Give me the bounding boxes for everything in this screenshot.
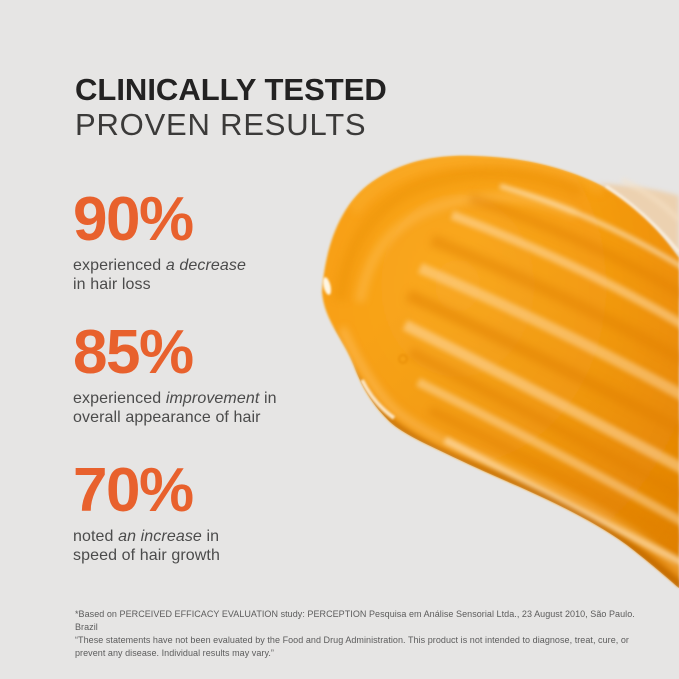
stat-caption-text: in: [259, 390, 277, 407]
heading: CLINICALLY TESTED PROVEN RESULTS: [75, 72, 387, 142]
stat-caption-text: in: [201, 528, 220, 545]
stat-block-85: 85% experienced improvement in overall ap…: [73, 318, 277, 427]
stat-caption-line2: in hair loss: [73, 276, 151, 293]
page-title: CLINICALLY TESTED: [75, 72, 387, 107]
stat-caption-emphasis: improvement: [165, 390, 260, 407]
stat-value: 90%: [73, 185, 194, 254]
stat-caption-emphasis: a decrease: [165, 257, 246, 274]
disclaimer-line: prevent any disease. Individual results …: [75, 648, 274, 658]
stat-caption-text: noted: [73, 528, 119, 545]
disclaimer-line: *Based on PERCEIVED EFFICACY EVALUATION …: [75, 609, 635, 632]
stat-caption: experienced a decrease in hair loss: [73, 256, 246, 294]
disclaimer-line: “These statements have not been evaluate…: [75, 635, 629, 645]
stat-caption-text: experienced: [73, 257, 166, 274]
stat-caption: experienced improvement in overall appear…: [73, 389, 277, 427]
stat-caption-emphasis: an increase: [118, 528, 202, 545]
stat-value: 85%: [73, 318, 194, 387]
stat-block-90: 90% experienced a decrease in hair loss: [73, 185, 246, 294]
stat-caption: noted an increase in speed of hair growth: [73, 527, 220, 565]
disclaimer: *Based on PERCEIVED EFFICACY EVALUATION …: [75, 608, 640, 660]
stat-caption-line2: overall appearance of hair: [73, 409, 261, 426]
page-subtitle: PROVEN RESULTS: [75, 107, 367, 142]
stat-value: 70%: [73, 456, 194, 525]
stat-caption-text: experienced: [73, 390, 166, 407]
stat-caption-line2: speed of hair growth: [73, 547, 220, 564]
stat-block-70: 70% noted an increase in speed of hair gr…: [73, 456, 220, 565]
